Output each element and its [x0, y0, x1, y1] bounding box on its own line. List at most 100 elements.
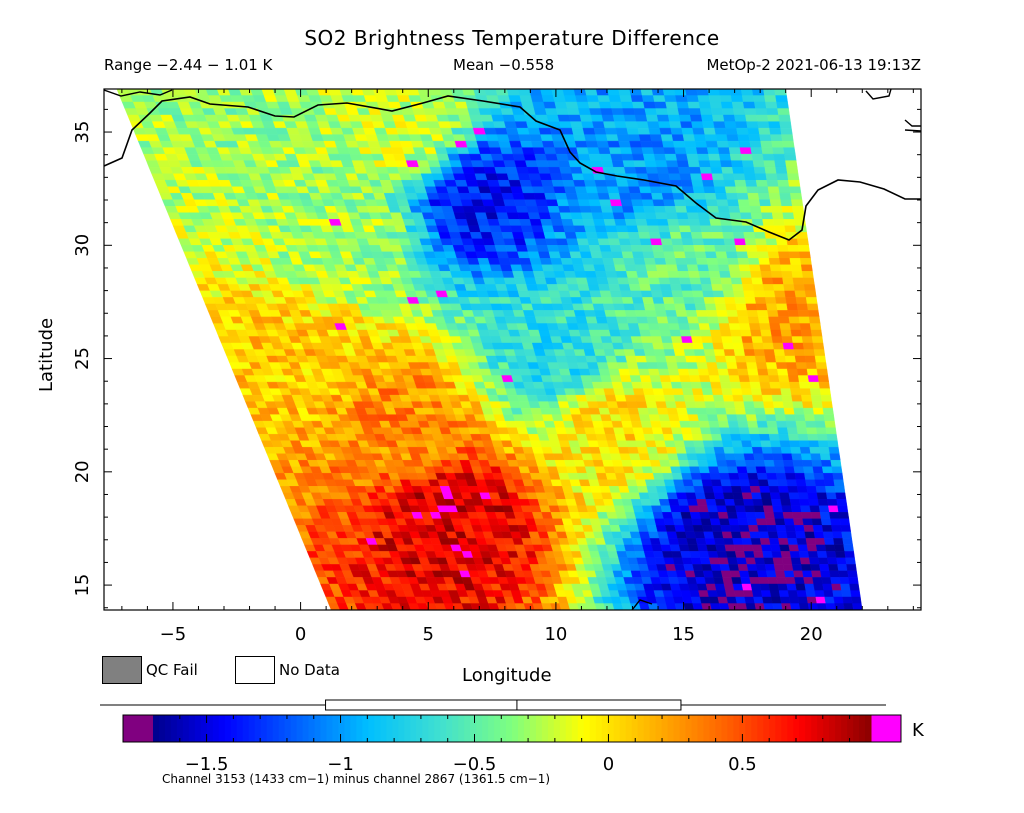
swath-cell: [601, 420, 614, 428]
swath-cell: [666, 407, 679, 415]
swath-cell: [585, 355, 598, 363]
swath-cell: [824, 420, 836, 428]
swath-cell: [828, 564, 839, 572]
swath-cell: [850, 590, 861, 598]
swath-cell: [736, 603, 748, 610]
swath-cell: [780, 551, 792, 559]
swath-cell: [748, 375, 761, 383]
swath-cell: [809, 505, 821, 513]
colorbar-segment: [482, 715, 489, 742]
swath-cell: [577, 284, 590, 292]
colorbar-segment: [206, 715, 214, 742]
swath-cell: [602, 212, 615, 220]
swath-cell: [677, 271, 690, 279]
swath-cell: [844, 551, 855, 559]
swath-cell: [386, 95, 400, 103]
swath-cell: [808, 499, 820, 506]
swath-cell: [682, 245, 696, 253]
swath-cell: [681, 473, 693, 480]
swath-cell: [482, 121, 496, 129]
swath-cell: [742, 101, 756, 109]
swath-cell: [813, 414, 826, 422]
swath-cell: [469, 192, 483, 200]
swath-cell: [692, 525, 704, 533]
swath-cell: [384, 160, 398, 168]
swath-cell: [728, 205, 741, 213]
swath-cell: [841, 531, 852, 539]
swath-cell: [693, 394, 705, 402]
swath-cell: [580, 297, 594, 305]
swath-cell: [761, 212, 774, 220]
swath-cell: [533, 310, 546, 318]
swath-cell: [658, 323, 671, 331]
swath-cell: [725, 127, 738, 135]
swath-cell: [665, 564, 677, 572]
swath-cell: [641, 577, 653, 585]
colorbar-segment: [182, 715, 190, 742]
swath-cell: [709, 329, 722, 337]
swath-cell: [784, 570, 795, 578]
swath-cell: [626, 518, 638, 526]
colorbar-segment: [164, 715, 172, 742]
swath-cell: [624, 166, 637, 174]
swath-cell: [701, 525, 714, 533]
swath-cell: [590, 336, 603, 344]
swath-cell: [572, 303, 585, 311]
swath-cell: [776, 420, 788, 428]
swath-cell: [696, 362, 709, 370]
swath-cell: [609, 245, 623, 253]
swath-cell: [707, 368, 720, 376]
swath-cell: [755, 108, 768, 116]
swath-cell: [654, 479, 666, 487]
swath-cell: [538, 329, 551, 337]
swath-cell: [481, 199, 495, 207]
swath-cell: [556, 199, 570, 207]
swath-cell: [652, 473, 665, 480]
swath-cell: [703, 394, 715, 402]
colorbar-segment: [260, 715, 268, 742]
swath-cell: [711, 525, 723, 533]
swath-cell: [642, 153, 656, 161]
swath-cell: [624, 219, 638, 227]
swath-cell: [778, 114, 791, 122]
colorbar-segment: [218, 715, 226, 742]
swath-cell: [431, 245, 445, 253]
swath-cell: [504, 121, 518, 129]
swath-cell: [656, 316, 669, 324]
swath-cell: [599, 245, 612, 253]
swath-cell: [608, 486, 621, 493]
coastlines: [104, 89, 921, 610]
swath-cell: [373, 160, 387, 168]
swath-cell: [702, 238, 715, 246]
swath-cell: [687, 368, 700, 376]
swath-cell: [632, 388, 645, 396]
swath-cell: [829, 512, 840, 519]
swath-cell: [639, 284, 652, 292]
swath-cell: [652, 199, 665, 207]
swath-cell: [771, 447, 783, 454]
swath-cell: [852, 603, 863, 610]
swath-cell: [724, 544, 736, 552]
swath-cell: [454, 284, 467, 292]
swath-cell: [698, 271, 711, 279]
swath-cell: [702, 179, 715, 187]
swath-cell: [708, 512, 720, 519]
swath-cell: [727, 199, 740, 207]
swath-cell: [724, 121, 737, 129]
swath-cell: [648, 368, 661, 376]
swath-cell: [770, 271, 783, 279]
swath-cell: [501, 271, 515, 279]
swath-cell: [610, 453, 622, 461]
swath-cell: [662, 140, 675, 148]
swath-cell: [532, 603, 544, 610]
swath-cell: [703, 245, 716, 253]
swath-cell: [685, 310, 698, 318]
swath-cell: [415, 225, 429, 233]
swath-cell: [686, 264, 699, 272]
swath-cell: [706, 147, 720, 155]
swath-cell: [595, 394, 608, 402]
swath-cell: [570, 166, 583, 174]
swath-cell: [807, 434, 819, 441]
swath-cell: [729, 479, 741, 487]
swath-cell: [795, 420, 807, 428]
